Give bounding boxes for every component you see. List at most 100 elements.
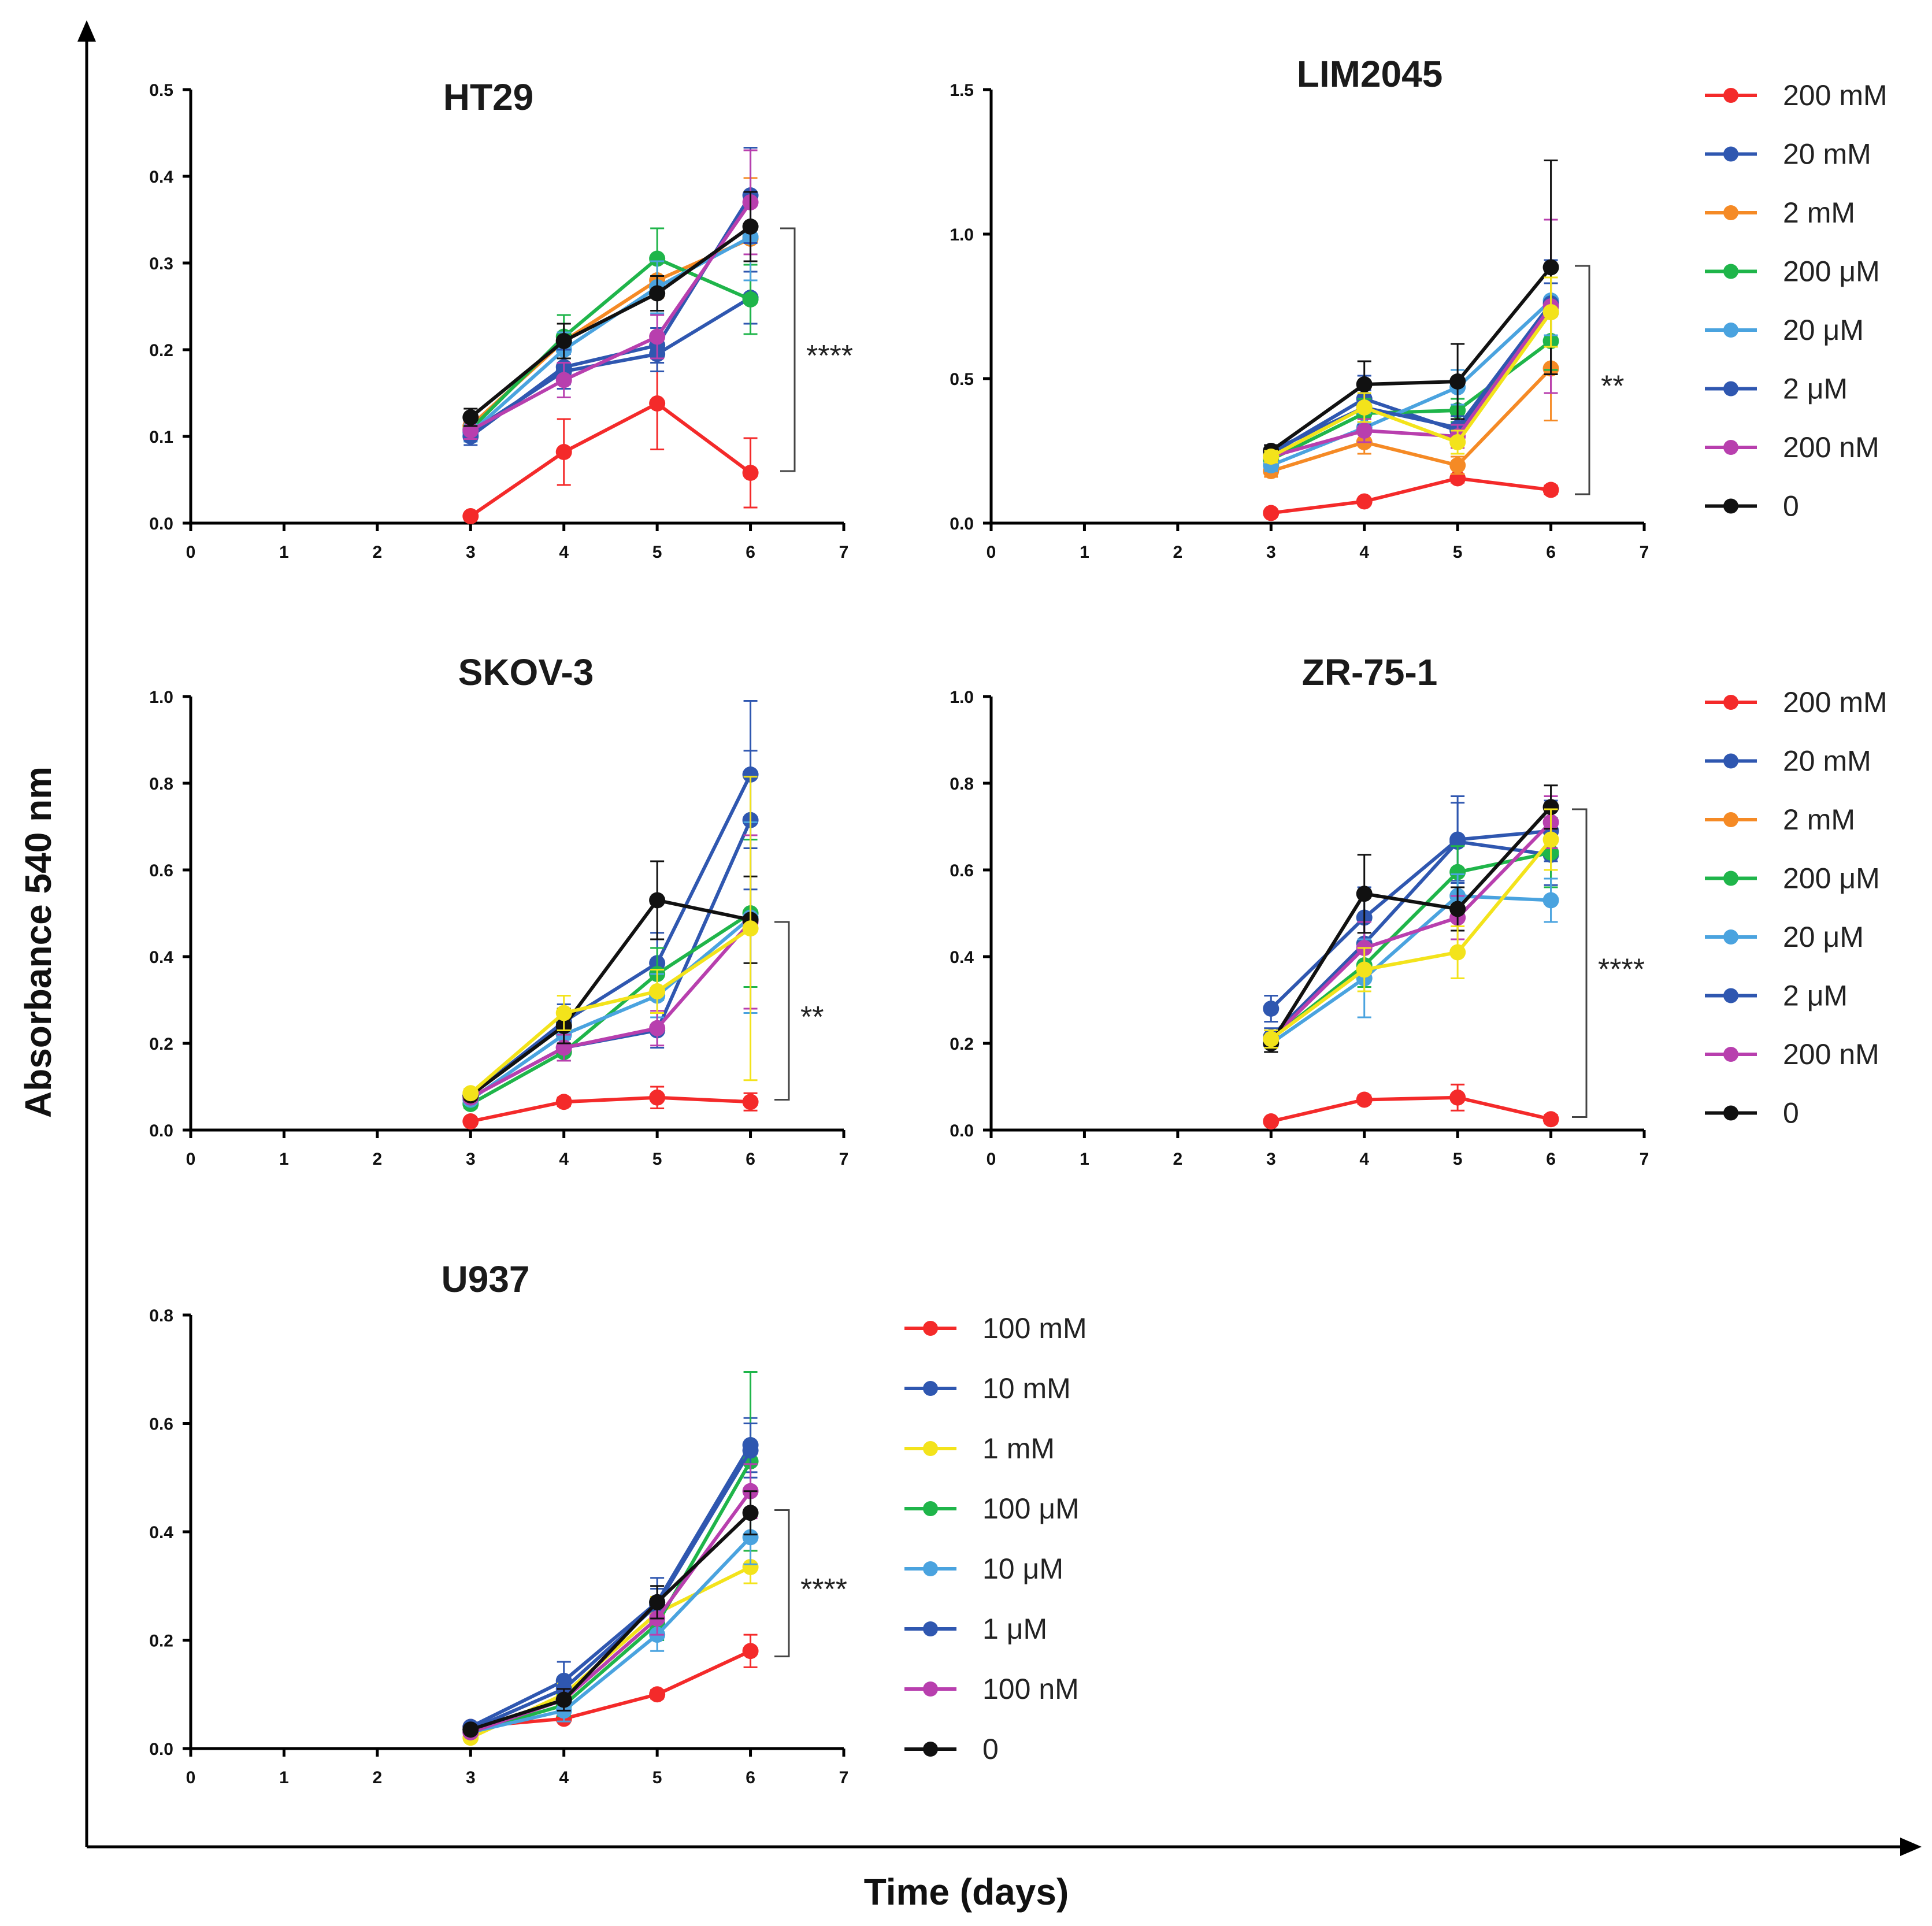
y-tick-label: 0.0 xyxy=(149,514,173,534)
data-point xyxy=(555,1005,572,1021)
data-point xyxy=(1449,944,1466,961)
legend-label: 1 μM xyxy=(982,1613,1047,1645)
legend-item: 0 xyxy=(904,1733,999,1765)
legend-label: 10 μM xyxy=(982,1553,1063,1585)
data-point xyxy=(742,465,759,481)
significance-bracket: **** xyxy=(780,227,853,472)
series-line xyxy=(1270,305,1553,458)
legend-marker xyxy=(1723,381,1738,397)
series-200-nM xyxy=(1263,218,1559,465)
legend-marker xyxy=(1723,498,1738,514)
y-tick-label: 0.6 xyxy=(149,1415,173,1434)
legend-item: 2 μM xyxy=(1705,980,1848,1012)
significance-bracket: ** xyxy=(774,921,824,1101)
data-point xyxy=(1449,434,1466,450)
series-unlabeled xyxy=(462,776,759,1102)
series-line xyxy=(1270,838,1552,1040)
series-line xyxy=(1270,476,1551,515)
legend-label: 0 xyxy=(1783,1097,1799,1129)
legend-marker xyxy=(923,1561,938,1576)
legend-label: 2 mM xyxy=(1783,197,1855,229)
legend-label: 200 mM xyxy=(1783,79,1887,112)
series-unlabeled xyxy=(1263,276,1559,465)
significance-label: **** xyxy=(806,339,853,373)
data-point xyxy=(649,1686,666,1703)
data-point xyxy=(649,328,666,345)
y-tick-label: 1.0 xyxy=(950,688,974,707)
legend-label: 20 mM xyxy=(1783,138,1871,171)
data-point xyxy=(1356,1091,1373,1108)
y-tick-label: 1.5 xyxy=(950,81,974,100)
series-1-μM xyxy=(462,1423,759,1738)
legend-marker xyxy=(1723,871,1738,886)
x-tick-label: 1 xyxy=(279,1150,289,1169)
legend-marker xyxy=(923,1321,938,1336)
data-point xyxy=(555,372,572,388)
global-axes: Absorbance 540 nm Time (days) xyxy=(17,20,1922,1913)
global-x-arrowhead xyxy=(1900,1838,1922,1856)
y-tick-label: 0.0 xyxy=(950,514,974,534)
data-point xyxy=(742,291,759,308)
bracket-line xyxy=(780,227,796,472)
x-tick-label: 4 xyxy=(1359,1150,1369,1169)
x-tick-label: 4 xyxy=(559,1150,569,1169)
panel-title: LIM2045 xyxy=(1297,53,1443,95)
legend-label: 0 xyxy=(1783,490,1799,523)
x-tick-label: 0 xyxy=(186,543,196,562)
x-tick-label: 4 xyxy=(1359,543,1369,562)
data-point xyxy=(742,920,759,937)
legend-label: 2 mM xyxy=(1783,803,1855,836)
panel-ht29: 0 1 2 3 4 5 6 7 0.0 0.1 0.2 0.3 0.4 0.5 HT29 **** xyxy=(149,76,853,562)
x-tick-label: 2 xyxy=(373,543,383,562)
x-tick-label: 1 xyxy=(1080,1150,1089,1169)
data-point xyxy=(555,333,572,349)
legend-marker xyxy=(1723,695,1738,710)
data-point xyxy=(1356,886,1373,902)
x-tick-label: 2 xyxy=(1173,543,1183,562)
data-point xyxy=(1449,373,1466,390)
bracket-line xyxy=(1572,808,1588,1118)
legend-label: 200 nM xyxy=(1783,431,1879,464)
data-point xyxy=(555,1094,572,1110)
x-tick-label: 6 xyxy=(746,1150,755,1169)
x-tick-label: 2 xyxy=(373,1150,383,1169)
bracket-line xyxy=(774,1509,790,1658)
x-tick-label: 3 xyxy=(466,1768,476,1787)
legend-marker xyxy=(923,1441,938,1456)
y-tick-label: 0.4 xyxy=(149,948,173,967)
series-line xyxy=(1270,840,1551,1038)
x-tick-label: 7 xyxy=(1640,543,1649,562)
legend-1: 200 mM 20 mM 2 mM 200 μM 20 μM 2 μM 200 nM 0 xyxy=(1705,79,1887,523)
data-point xyxy=(462,1721,479,1738)
y-tick-label: 0.0 xyxy=(950,1121,974,1140)
legend-marker xyxy=(1723,205,1738,220)
series-line xyxy=(469,225,752,419)
legend-item: 100 mM xyxy=(904,1312,1087,1345)
series-100-μM xyxy=(462,1371,759,1740)
x-tick-label: 3 xyxy=(1266,1150,1276,1169)
x-tick-label: 4 xyxy=(559,543,569,562)
bracket-line xyxy=(1575,265,1590,495)
x-tick-label: 0 xyxy=(186,1768,196,1787)
data-point xyxy=(1356,399,1373,416)
y-tick-label: 0.0 xyxy=(149,1740,173,1759)
y-tick-label: 0.6 xyxy=(149,861,173,880)
legend-item: 20 μM xyxy=(1705,921,1864,953)
series-line xyxy=(470,1490,752,1734)
data-point xyxy=(1542,1111,1559,1128)
series-line xyxy=(1270,851,1552,1040)
significance-label: **** xyxy=(800,1573,847,1606)
legend-label: 20 mM xyxy=(1783,745,1871,777)
data-point xyxy=(1449,1089,1466,1106)
legend-marker xyxy=(1723,988,1738,1003)
data-point xyxy=(1263,1031,1280,1047)
legend-item: 200 nM xyxy=(1705,1038,1879,1071)
series-0 xyxy=(462,191,759,427)
x-tick-label: 3 xyxy=(466,543,476,562)
data-point xyxy=(1542,799,1559,816)
series-line xyxy=(1270,302,1552,453)
significance-label: ** xyxy=(800,1001,824,1034)
y-tick-label: 0.5 xyxy=(149,81,173,100)
data-point xyxy=(649,1089,666,1106)
data-point xyxy=(555,1691,572,1708)
